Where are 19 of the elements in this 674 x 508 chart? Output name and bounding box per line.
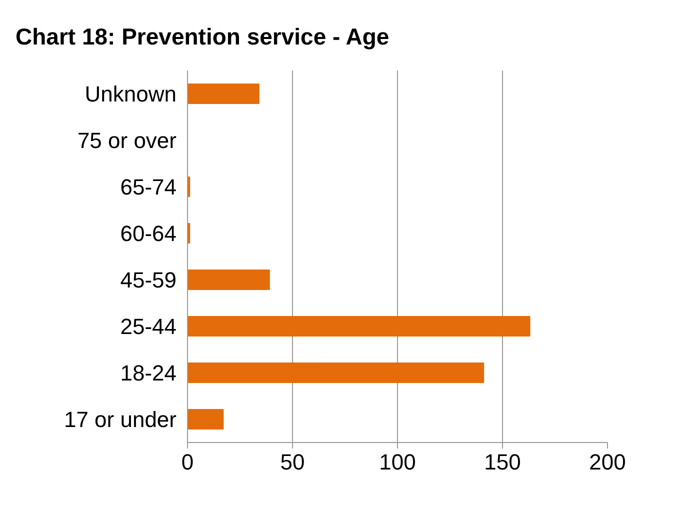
x-tick-label: 0 xyxy=(181,450,194,474)
y-tick-label: 25-44 xyxy=(120,314,177,339)
x-tick-label: 200 xyxy=(589,450,626,474)
bar xyxy=(188,316,530,337)
y-tick-label: 45-59 xyxy=(120,267,177,292)
bar xyxy=(188,362,484,384)
chart-title: Chart 18: Prevention service - Age xyxy=(16,24,390,50)
y-tick-label: 17 or under xyxy=(64,406,177,432)
x-tick-label: 100 xyxy=(379,450,416,474)
y-tick-label: 60-64 xyxy=(120,220,177,246)
y-tick-label: 18-24 xyxy=(120,360,177,386)
bar xyxy=(188,408,224,430)
x-tick-label: 50 xyxy=(280,450,305,474)
bar xyxy=(188,269,270,290)
y-tick-label: Unknown xyxy=(84,81,176,106)
x-tick-label: 150 xyxy=(484,450,521,474)
y-tick-label: 75 or over xyxy=(77,128,177,153)
bar xyxy=(188,83,260,104)
y-tick-label: 65-74 xyxy=(120,174,177,200)
